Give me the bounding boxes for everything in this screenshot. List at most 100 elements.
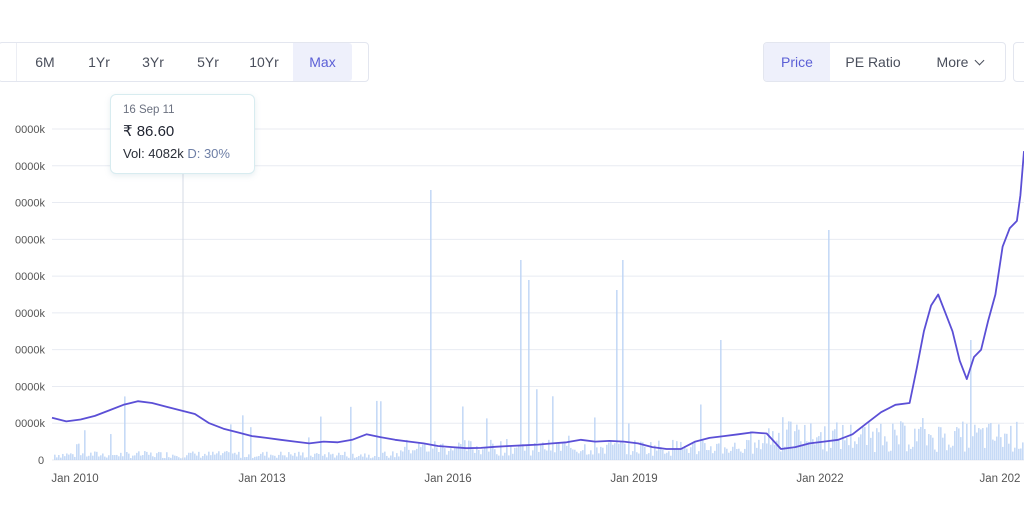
range-button-max[interactable]: Max bbox=[293, 43, 352, 81]
volume-bar bbox=[944, 433, 946, 460]
volume-bar bbox=[852, 447, 854, 460]
volume-bar bbox=[730, 450, 732, 460]
volume-bar bbox=[794, 431, 796, 460]
volume-bar bbox=[658, 440, 660, 460]
range-button-5yr[interactable]: 5Yr bbox=[197, 54, 219, 70]
volume-bar bbox=[134, 455, 136, 460]
x-tick-label: Jan 2010 bbox=[51, 473, 98, 485]
volume-bar bbox=[876, 428, 878, 460]
volume-bar bbox=[232, 453, 234, 460]
volume-bar bbox=[370, 458, 372, 460]
volume-bar bbox=[508, 455, 510, 460]
volume-bar bbox=[230, 424, 232, 460]
volume-bar bbox=[498, 455, 500, 460]
volume-bar bbox=[200, 457, 202, 460]
volume-bar bbox=[612, 444, 614, 460]
volume-bar bbox=[820, 432, 822, 460]
volume-bar bbox=[770, 444, 772, 460]
volume-bar bbox=[288, 452, 290, 460]
volume-bar bbox=[676, 441, 678, 460]
volume-bar bbox=[934, 449, 936, 460]
volume-bars bbox=[54, 190, 1024, 460]
volume-bar bbox=[474, 452, 476, 460]
volume-bar bbox=[328, 452, 330, 460]
volume-bar bbox=[586, 454, 588, 460]
volume-bar bbox=[238, 451, 240, 460]
volume-bar bbox=[148, 454, 150, 460]
volume-bar bbox=[260, 453, 262, 460]
volume-bar bbox=[592, 454, 594, 460]
volume-bar bbox=[240, 457, 242, 460]
volume-bar bbox=[360, 454, 362, 460]
volume-bar bbox=[68, 454, 70, 460]
volume-bar bbox=[274, 455, 276, 460]
range-button-partial[interactable] bbox=[0, 43, 17, 81]
volume-bar bbox=[402, 451, 404, 460]
volume-bar bbox=[202, 456, 204, 460]
volume-bar bbox=[812, 439, 814, 460]
volume-bar bbox=[840, 449, 842, 460]
volume-bar bbox=[450, 448, 452, 460]
volume-bar bbox=[472, 449, 474, 460]
volume-bar bbox=[418, 442, 420, 460]
volume-bar bbox=[790, 421, 792, 460]
volume-bar bbox=[376, 400, 378, 460]
volume-bar bbox=[560, 450, 562, 460]
volume-bar bbox=[780, 451, 782, 460]
volume-bar bbox=[302, 452, 304, 460]
volume-bar bbox=[306, 457, 308, 460]
volume-bar bbox=[410, 453, 412, 460]
volume-bar bbox=[694, 442, 696, 460]
volume-bar bbox=[966, 423, 968, 460]
metric-button-price[interactable]: Price bbox=[764, 43, 830, 81]
volume-bar bbox=[706, 450, 708, 460]
volume-bar bbox=[940, 427, 942, 460]
tooltip-price: ₹ 86.60 bbox=[123, 123, 175, 140]
volume-bar bbox=[476, 446, 478, 460]
volume-bar bbox=[868, 421, 870, 460]
volume-bar bbox=[344, 451, 346, 460]
metric-button-pe-ratio[interactable]: PE Ratio bbox=[845, 54, 901, 70]
volume-bar bbox=[426, 451, 428, 460]
volume-bar bbox=[298, 451, 300, 460]
volume-bar bbox=[110, 434, 112, 460]
volume-bar bbox=[264, 455, 266, 460]
volume-bar bbox=[1000, 437, 1002, 460]
volume-bar bbox=[954, 431, 956, 460]
volume-bar bbox=[448, 451, 450, 460]
volume-bar bbox=[922, 418, 924, 460]
volume-bar bbox=[462, 406, 464, 460]
volume-bar bbox=[188, 452, 190, 460]
volume-bar bbox=[258, 456, 260, 460]
volume-bar bbox=[926, 445, 928, 460]
volume-bar bbox=[286, 457, 288, 460]
volume-bar bbox=[332, 453, 334, 460]
volume-bar bbox=[614, 443, 616, 460]
volume-bar bbox=[434, 441, 436, 460]
x-tick-label: Jan 202 bbox=[980, 473, 1021, 485]
volume-bar bbox=[430, 190, 432, 460]
volume-bar bbox=[664, 453, 666, 460]
volume-bar bbox=[554, 452, 556, 460]
volume-bar bbox=[396, 453, 398, 460]
volume-bar bbox=[992, 439, 994, 460]
volume-bar bbox=[294, 452, 296, 460]
range-button-3yr[interactable]: 3Yr bbox=[142, 54, 164, 70]
settings-button-partial[interactable] bbox=[1013, 42, 1024, 82]
volume-bar bbox=[338, 452, 340, 460]
range-button-10yr[interactable]: 10Yr bbox=[249, 54, 279, 70]
volume-bar bbox=[212, 451, 214, 460]
volume-bar bbox=[414, 450, 416, 460]
volume-bar bbox=[140, 455, 142, 460]
volume-bar bbox=[988, 423, 990, 460]
volume-bar bbox=[558, 442, 560, 460]
range-button-6m[interactable]: 6M bbox=[35, 54, 55, 70]
volume-bar bbox=[76, 444, 78, 460]
metric-button-more[interactable]: More bbox=[916, 43, 1004, 81]
range-button-1yr[interactable]: 1Yr bbox=[88, 54, 110, 70]
volume-bar bbox=[278, 454, 280, 460]
volume-bar bbox=[446, 454, 448, 460]
volume-bar bbox=[226, 451, 228, 460]
volume-bar bbox=[668, 451, 670, 460]
